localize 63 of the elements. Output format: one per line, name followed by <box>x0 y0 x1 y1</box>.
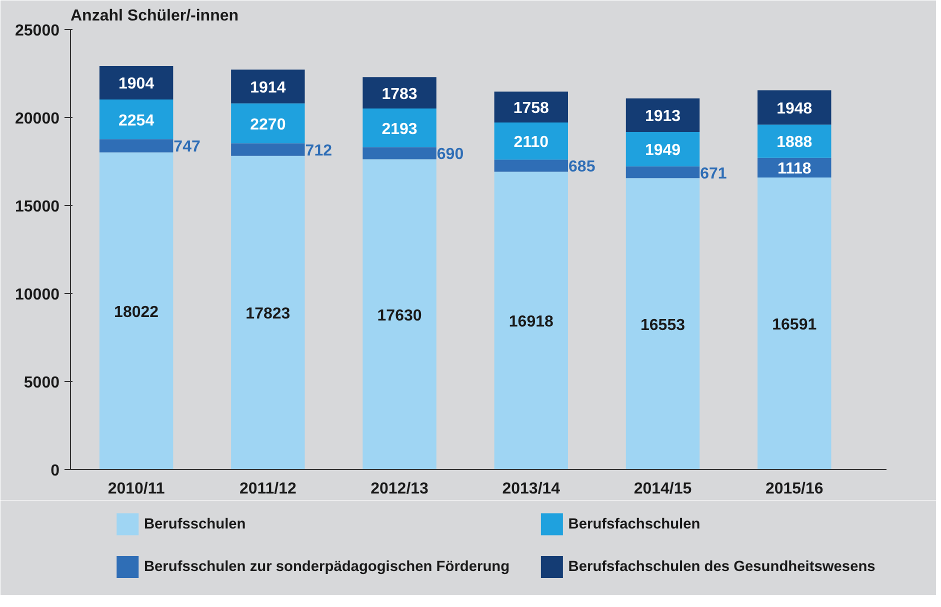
data-label: 712 <box>305 142 332 160</box>
x-tick-label: 2010/11 <box>108 480 165 498</box>
data-label: 1914 <box>250 79 286 96</box>
data-label: 690 <box>436 146 464 164</box>
y-axis-title: Anzahl Schüler/-innen <box>70 8 239 24</box>
data-label: 1758 <box>513 100 550 118</box>
data-label: 1904 <box>118 76 154 93</box>
bar <box>362 77 436 108</box>
data-label: 747 <box>174 138 200 156</box>
data-label: 16918 <box>508 314 554 331</box>
bar <box>626 178 700 470</box>
y-tick-label: 0 <box>50 462 60 480</box>
bar <box>494 172 568 470</box>
data-label: 685 <box>568 158 596 176</box>
bar <box>231 143 305 156</box>
x-tick-label: 2013/14 <box>502 480 560 498</box>
data-label: 2110 <box>514 134 549 152</box>
data-label: 1783 <box>382 86 418 103</box>
data-label: 2193 <box>382 120 418 138</box>
data-label: 1888 <box>776 134 812 152</box>
bar <box>626 98 700 132</box>
x-tick-label: 2014/15 <box>634 480 692 498</box>
data-label: 671 <box>700 165 727 182</box>
legend-label: Berufsfachschulen des Gesundheitswesens <box>568 559 876 575</box>
y-tick-label: 20000 <box>15 110 60 128</box>
legend-label: Berufsschulen zur sonderpädagogischen Förderung <box>144 559 510 575</box>
bar <box>99 99 174 140</box>
bar <box>362 147 436 160</box>
data-label: 1913 <box>644 108 681 126</box>
data-label: 17823 <box>246 306 290 323</box>
legend-label: Berufsfachschulen <box>568 516 700 532</box>
bar <box>626 166 700 178</box>
bar <box>758 124 832 158</box>
bar <box>494 92 568 123</box>
bar <box>231 103 305 144</box>
x-tick-label: 2012/13 <box>370 480 429 498</box>
x-tick-label: 2011/12 <box>239 480 296 498</box>
data-label: 18022 <box>114 304 159 321</box>
data-label: 17630 <box>377 307 422 324</box>
data-label: 2254 <box>118 112 154 130</box>
data-label: 1118 <box>777 160 812 178</box>
data-label: 2270 <box>250 116 286 134</box>
bar <box>758 178 832 470</box>
bar <box>231 156 305 470</box>
y-tick-label: 15000 <box>15 198 60 216</box>
data-label: 16591 <box>772 316 817 334</box>
bar <box>99 66 174 100</box>
data-label: 16553 <box>640 316 686 334</box>
bar <box>99 139 174 152</box>
bar <box>362 159 436 470</box>
y-tick-label: 25000 <box>15 22 60 40</box>
bar <box>99 152 174 470</box>
bar <box>494 160 568 172</box>
y-tick-label: 5000 <box>24 374 60 392</box>
legend-label: Berufsschulen <box>144 516 246 532</box>
data-label: 1949 <box>644 142 681 160</box>
bar <box>494 122 568 160</box>
bar <box>626 132 700 166</box>
x-tick-label: 2015/16 <box>765 480 824 498</box>
bar <box>362 108 436 148</box>
bar <box>231 70 305 104</box>
data-label: 1948 <box>776 100 812 118</box>
y-tick-label: 10000 <box>15 286 60 304</box>
